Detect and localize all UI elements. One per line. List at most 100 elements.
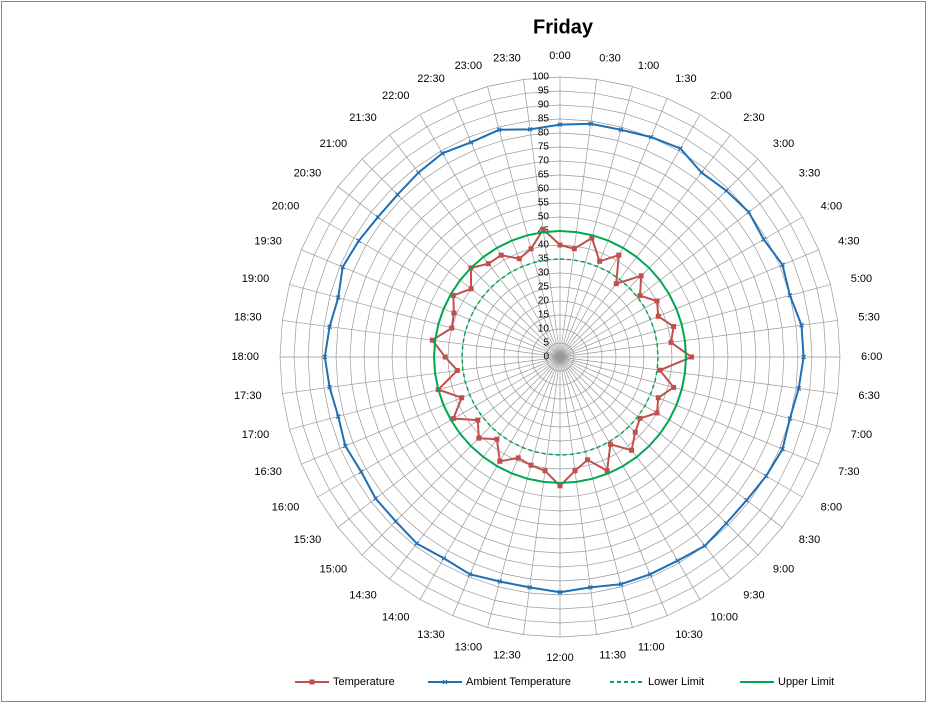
marker <box>648 134 654 140</box>
category-label: 3:30 <box>799 168 820 180</box>
category-label: 1:00 <box>638 60 659 72</box>
category-label: 0:30 <box>599 52 620 64</box>
marker <box>527 126 533 132</box>
marker <box>787 416 793 422</box>
y-tick-label: 60 <box>538 184 550 195</box>
y-tick-label: 15 <box>538 310 550 321</box>
spoke <box>289 284 561 358</box>
category-label: 20:30 <box>294 168 322 180</box>
spoke <box>559 320 838 358</box>
marker <box>429 337 435 343</box>
marker <box>528 246 534 252</box>
marker <box>476 435 482 441</box>
marker <box>496 127 502 133</box>
y-tick-label: 55 <box>538 198 550 209</box>
category-label: 8:00 <box>821 501 842 513</box>
y-tick-label: 100 <box>532 72 549 83</box>
marker <box>527 584 533 590</box>
y-tick-label: 65 <box>538 170 550 181</box>
y-tick-label: 10 <box>538 324 550 335</box>
marker <box>723 520 729 526</box>
spoke <box>559 356 803 498</box>
category-label: 19:00 <box>242 273 270 285</box>
category-label: 6:30 <box>858 390 879 402</box>
marker <box>654 410 660 416</box>
legend-label: Lower Limit <box>648 676 704 688</box>
spoke <box>559 356 831 430</box>
marker <box>449 325 455 331</box>
chart-frame <box>1 1 926 702</box>
marker <box>607 441 613 447</box>
spoke <box>559 86 633 358</box>
y-tick-label: 40 <box>538 240 550 251</box>
marker <box>358 469 364 475</box>
marker <box>668 339 674 345</box>
category-label: 5:00 <box>851 273 872 285</box>
category-label: 13:00 <box>455 642 483 654</box>
marker <box>637 293 643 299</box>
category-label: 2:30 <box>743 112 764 124</box>
spoke <box>559 79 597 358</box>
spoke <box>559 114 701 358</box>
marker <box>542 468 548 474</box>
category-label: 14:00 <box>382 612 410 624</box>
category-label: 20:00 <box>272 200 300 212</box>
marker <box>799 322 804 328</box>
marker <box>342 443 348 449</box>
category-label: 0:00 <box>549 50 570 62</box>
marker <box>702 543 708 549</box>
spoke <box>452 356 561 616</box>
y-tick-label: 30 <box>538 268 550 279</box>
marker <box>450 292 456 298</box>
category-label: 13:30 <box>417 629 445 641</box>
category-label: 8:30 <box>799 534 820 546</box>
y-tick-label: 80 <box>538 128 550 139</box>
marker <box>780 446 785 452</box>
marker <box>746 209 752 215</box>
marker <box>528 462 534 468</box>
marker <box>597 258 603 264</box>
marker <box>498 252 504 258</box>
category-label: 1:30 <box>675 73 696 85</box>
marker <box>557 483 563 489</box>
marker <box>454 368 460 374</box>
marker <box>393 518 399 524</box>
legend-marker <box>309 679 315 685</box>
category-label: 23:30 <box>493 52 521 64</box>
marker <box>327 384 333 390</box>
category-label: 16:00 <box>272 501 300 513</box>
marker <box>373 496 379 501</box>
category-label: 12:00 <box>546 652 574 664</box>
category-label: 16:30 <box>254 466 282 478</box>
spoke <box>487 86 561 358</box>
category-label: 11:30 <box>599 649 626 661</box>
category-label: 3:00 <box>773 138 794 150</box>
y-tick-label: 70 <box>538 156 550 167</box>
marker <box>395 192 401 198</box>
category-label: 2:00 <box>711 90 732 102</box>
spoke <box>559 356 731 580</box>
category-label: 4:00 <box>821 200 842 212</box>
marker <box>744 497 750 503</box>
marker <box>780 262 785 268</box>
y-tick-label: 0 <box>543 352 549 363</box>
marker <box>335 414 341 419</box>
category-label: 18:30 <box>234 312 262 324</box>
marker <box>632 429 638 435</box>
category-label: 10:30 <box>675 629 703 641</box>
marker <box>655 395 661 401</box>
spoke <box>559 284 831 358</box>
category-label: 15:30 <box>294 534 322 546</box>
category-label: 12:30 <box>493 649 521 661</box>
marker <box>763 473 769 479</box>
marker <box>589 235 595 241</box>
marker <box>761 236 767 242</box>
marker <box>585 457 591 463</box>
marker <box>468 286 474 292</box>
marker <box>637 415 643 421</box>
category-label: 23:00 <box>455 60 483 72</box>
marker <box>618 127 624 133</box>
y-tick-label: 50 <box>538 212 550 223</box>
y-tick-label: 75 <box>538 142 550 153</box>
marker <box>655 313 661 319</box>
